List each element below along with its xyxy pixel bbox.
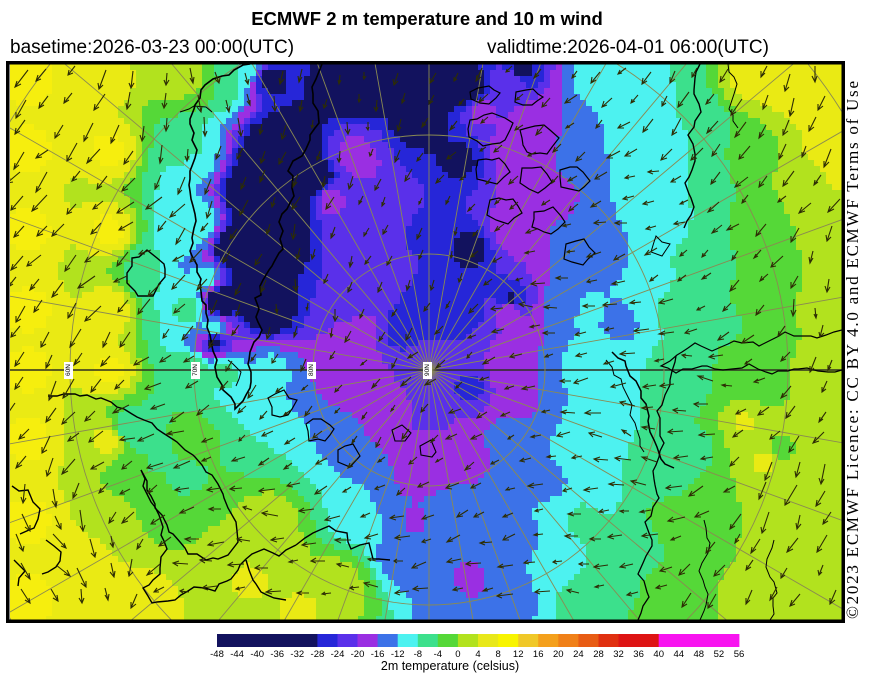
svg-text:-20: -20	[351, 649, 365, 660]
svg-text:-16: -16	[371, 649, 385, 660]
svg-text:12: 12	[513, 649, 524, 660]
svg-text:36: 36	[633, 649, 644, 660]
svg-text:70N: 70N	[192, 364, 199, 376]
svg-text:validtime:2026-04-01 06:00(UTC: validtime:2026-04-01 06:00(UTC)	[487, 37, 769, 58]
svg-text:-28: -28	[311, 649, 325, 660]
svg-text:0: 0	[455, 649, 460, 660]
svg-text:40: 40	[653, 649, 664, 660]
svg-text:-40: -40	[250, 649, 264, 660]
svg-text:-48: -48	[210, 649, 224, 660]
svg-text:-12: -12	[391, 649, 405, 660]
svg-text:20: 20	[553, 649, 564, 660]
svg-text:-24: -24	[331, 649, 345, 660]
svg-text:24: 24	[573, 649, 584, 660]
svg-text:-36: -36	[270, 649, 284, 660]
svg-text:4: 4	[475, 649, 480, 660]
svg-text:32: 32	[613, 649, 624, 660]
svg-text:56: 56	[734, 649, 745, 660]
svg-text:©2023 ECMWF Licence: CC BY 4.: ©2023 ECMWF Licence: CC BY 4.0 and ECMWF…	[843, 81, 862, 619]
svg-text:-4: -4	[434, 649, 442, 660]
svg-text:52: 52	[714, 649, 725, 660]
svg-text:8: 8	[495, 649, 500, 660]
svg-text:28: 28	[593, 649, 604, 660]
svg-text:basetime:2026-03-23 00:00(UTC): basetime:2026-03-23 00:00(UTC)	[10, 37, 294, 58]
svg-text:60N: 60N	[65, 364, 72, 376]
svg-text:44: 44	[674, 649, 685, 660]
svg-text:ECMWF 2 m temperature and 10 m: ECMWF 2 m temperature and 10 m wind	[251, 8, 603, 29]
svg-text:2m temperature (celsius): 2m temperature (celsius)	[381, 659, 519, 673]
svg-text:48: 48	[694, 649, 705, 660]
svg-text:-44: -44	[230, 649, 244, 660]
svg-text:80N: 80N	[308, 364, 315, 376]
svg-text:90N: 90N	[424, 364, 431, 376]
svg-text:-32: -32	[290, 649, 304, 660]
svg-text:16: 16	[533, 649, 544, 660]
svg-text:-8: -8	[414, 649, 422, 660]
